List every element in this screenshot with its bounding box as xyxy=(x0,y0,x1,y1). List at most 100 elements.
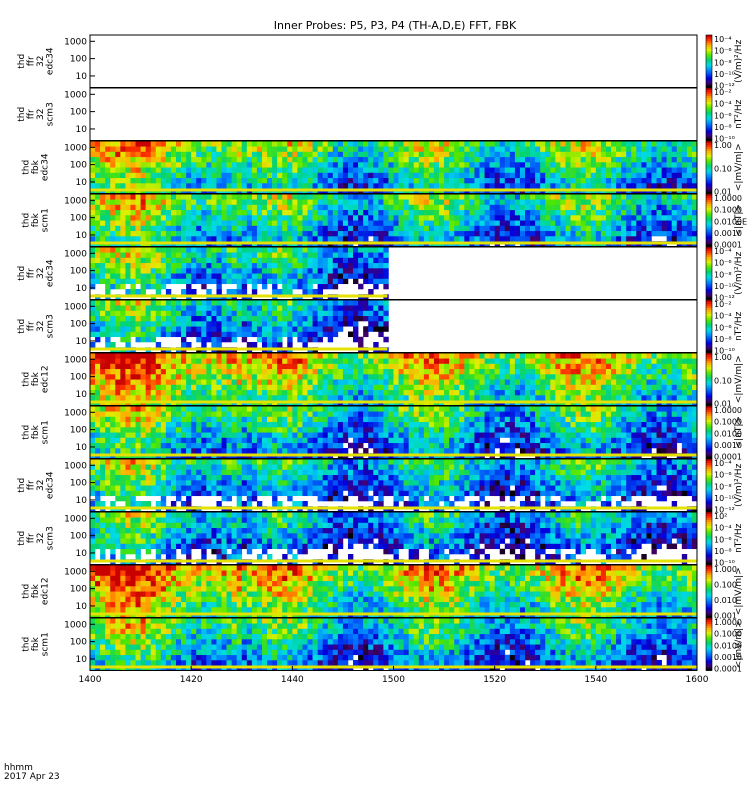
spectrogram-cell xyxy=(570,358,576,364)
spectrogram-cell xyxy=(621,225,627,232)
spectrogram-cell xyxy=(575,363,581,370)
spectrogram-cell xyxy=(671,353,678,359)
spectrogram-cell xyxy=(691,167,698,173)
spectrogram-cell xyxy=(423,236,430,242)
spectrogram-cell xyxy=(590,220,597,226)
spectrogram-cell xyxy=(191,273,197,279)
spectrogram-cell xyxy=(267,247,273,253)
spectrogram-cell xyxy=(287,331,293,338)
spectrogram-cell xyxy=(681,220,688,226)
panel-label: ffr xyxy=(26,56,36,66)
spectrogram-cell xyxy=(292,326,298,332)
spectrogram-cell xyxy=(226,183,232,189)
spectrogram-cell xyxy=(494,353,501,359)
spectrogram-cell xyxy=(373,183,379,189)
spectrogram-cell xyxy=(439,368,445,375)
spectrogram-cell xyxy=(256,305,263,311)
spectrogram-cell xyxy=(530,353,536,359)
spectrogram-cell xyxy=(120,215,126,221)
spectrogram-cell xyxy=(115,448,121,454)
spectrogram-cell xyxy=(140,151,146,158)
spectrogram-cell xyxy=(317,167,323,173)
spectrogram-cell xyxy=(691,204,698,211)
spectrogram-cell xyxy=(565,358,571,364)
spectrogram-cell xyxy=(363,146,369,152)
spectrogram-cell xyxy=(150,183,157,189)
spectrogram-cell xyxy=(393,395,399,401)
spectrogram-cell xyxy=(125,262,131,269)
spectrogram-cell xyxy=(621,141,627,147)
spectrogram-cell xyxy=(130,421,136,428)
spectrogram-cell xyxy=(671,172,678,179)
spectrogram-cell xyxy=(155,230,162,237)
spectrogram-cell xyxy=(267,146,273,152)
colorbar-step xyxy=(706,196,712,199)
spectrogram-cell xyxy=(130,146,136,152)
colorbar-unit: <|mV/m|> xyxy=(734,355,744,403)
colorbar-step xyxy=(706,155,712,158)
spectrogram-cell xyxy=(130,442,136,449)
spectrogram-cell xyxy=(423,156,430,163)
spectrogram-cell xyxy=(373,215,379,221)
spectrogram-cell xyxy=(418,204,425,211)
colorbar-tick-label: 10⁻⁶ xyxy=(714,47,732,56)
spectrogram-cell xyxy=(115,353,121,359)
y-tick-label: 10 xyxy=(76,125,88,135)
spectrogram-cell xyxy=(145,257,151,264)
spectrogram-cell xyxy=(196,262,202,269)
spectrogram-cell xyxy=(600,194,607,200)
spectrogram-cell xyxy=(231,389,237,396)
spectrogram-cell xyxy=(105,336,111,343)
spectrogram-cell xyxy=(383,305,389,311)
spectrogram-cell xyxy=(165,363,172,370)
spectrogram-cell xyxy=(459,389,465,396)
spectrogram-cell xyxy=(120,336,126,343)
spectrogram-cell xyxy=(621,215,627,221)
spectrogram-cell xyxy=(256,141,263,147)
spectrogram-cell xyxy=(125,146,131,152)
spectrogram-cell xyxy=(621,220,627,226)
spectrogram-cell xyxy=(413,204,420,211)
spectrogram-cell xyxy=(560,363,566,370)
spectrogram-cell xyxy=(211,342,217,348)
spectrogram-cell xyxy=(125,247,131,253)
spectrogram-cell xyxy=(256,336,263,343)
spectrogram-cell xyxy=(519,162,526,168)
y-tick-label: 10 xyxy=(76,231,88,241)
spectrogram-cell xyxy=(621,162,627,168)
spectrogram-cell xyxy=(206,209,212,216)
spectrogram-cell xyxy=(181,156,187,163)
spectrogram-cell xyxy=(140,257,146,264)
spectrogram-cell xyxy=(186,379,192,385)
spectrogram-cell xyxy=(358,363,364,370)
spectrogram-cell xyxy=(201,273,207,279)
spectrogram-cell xyxy=(565,146,571,152)
spectrogram-cell xyxy=(605,389,612,396)
spectrogram-cell xyxy=(388,172,394,179)
spectrogram-cell xyxy=(322,146,329,152)
spectrogram-cell xyxy=(347,368,354,375)
spectrogram-cell xyxy=(327,183,334,189)
spectrogram-cell xyxy=(575,220,581,226)
spectrogram-cell xyxy=(454,151,460,158)
spectrogram-cell xyxy=(535,146,541,152)
spectrogram-cell xyxy=(363,172,369,179)
spectrogram-cell xyxy=(307,209,313,216)
spectrogram-cell xyxy=(378,363,384,370)
spectrogram-cell xyxy=(125,209,131,216)
spectrogram-cell xyxy=(140,236,146,242)
spectrogram-cell xyxy=(221,156,227,163)
spectrogram-cell xyxy=(130,326,136,332)
spectrogram-cell xyxy=(196,220,202,226)
spectrogram-cell xyxy=(499,156,506,163)
spectrogram-cell xyxy=(600,172,607,179)
spectrogram-cell xyxy=(90,406,96,412)
spectrogram-cell xyxy=(332,315,339,322)
colorbar-step xyxy=(706,289,712,292)
spectrogram-cell xyxy=(408,167,415,173)
spectrogram-cell xyxy=(327,162,334,168)
spectrogram-cell xyxy=(656,199,662,205)
spectrogram-cell xyxy=(160,379,167,385)
spectrogram-cell xyxy=(651,225,657,232)
